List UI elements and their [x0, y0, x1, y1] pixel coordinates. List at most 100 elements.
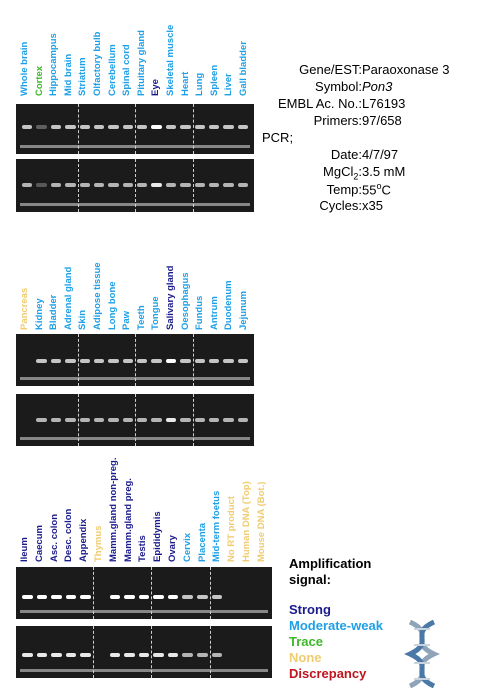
gel-band	[137, 183, 148, 187]
lane-label: Long bone	[106, 281, 118, 330]
lane-label: Kidney	[33, 298, 45, 330]
lane-label: Mid-term foetus	[211, 490, 223, 562]
gel-band	[22, 183, 33, 187]
gel-band	[93, 418, 105, 422]
legend-moderate: Moderate-weak	[289, 618, 383, 633]
lane-divider	[77, 104, 79, 154]
gel-band	[80, 595, 91, 599]
gel-band	[80, 653, 91, 657]
mgcl-colon: :	[358, 164, 362, 179]
gel-band	[237, 418, 248, 422]
cycles-row: Cycles:x35	[262, 198, 383, 213]
gel-band	[165, 183, 177, 187]
dna-helix-icon	[404, 620, 440, 688]
embl-label: EMBL Ac. No.:	[277, 96, 362, 111]
lane-label: Bladder	[48, 294, 60, 330]
lane-divider	[92, 626, 94, 678]
date-row: Date:4/7/97	[262, 147, 398, 162]
lane-label: Tongue	[150, 296, 162, 330]
lane-label: Striatum	[77, 57, 89, 96]
embl-value: L76193	[362, 96, 406, 111]
lane-divider	[192, 159, 194, 212]
gel-band	[237, 125, 248, 129]
lane-label: Appendix	[78, 518, 90, 562]
temp-value: 55	[362, 182, 377, 198]
lane-label: Mid brain	[62, 53, 74, 96]
gel-band	[108, 183, 119, 187]
lane-label: Ileum	[19, 537, 30, 562]
gel-band	[180, 359, 191, 363]
gel-band	[79, 183, 90, 187]
gel-band	[165, 418, 177, 422]
gel-band	[36, 183, 47, 187]
date-value: 4/7/97	[362, 147, 399, 162]
lane-label: Olfactory bulb	[92, 31, 103, 96]
lane-label: Eye	[150, 79, 162, 96]
gel-band	[137, 125, 148, 129]
lane-divider	[135, 394, 136, 446]
lane-label: Pituitary gland	[135, 30, 147, 96]
gel-band	[151, 183, 162, 187]
gel-band	[36, 595, 48, 599]
lane-label: Desc. colon	[63, 508, 75, 562]
lane-label: Cervix	[181, 532, 193, 562]
lane-label: Pancreas	[19, 287, 30, 330]
gel-band	[79, 359, 90, 363]
lane-divider	[151, 626, 153, 678]
lane-label: Asc. colon	[48, 513, 60, 562]
panel-3-gel-bottom	[16, 626, 272, 678]
lane-label: Adipose tissue	[92, 262, 103, 330]
mgcl-value: 3.5 mM	[362, 164, 406, 179]
gel-band	[109, 595, 121, 599]
lane-label: Spinal cord	[121, 44, 133, 96]
mgcl-subscript: 2	[353, 171, 359, 182]
gel-band	[36, 125, 47, 129]
mgcl-label: MgCl	[323, 164, 354, 179]
temp-degree: o	[376, 181, 382, 191]
gel-band	[122, 418, 133, 422]
gel-band	[180, 418, 191, 422]
gel-band	[65, 183, 76, 187]
gel-band	[124, 595, 135, 599]
lane-label: Duodenum	[223, 280, 235, 330]
embl-row: EMBL Ac. No.:L76193	[262, 96, 405, 111]
gel-band	[137, 418, 148, 422]
gel-band	[180, 125, 191, 129]
gel-band	[137, 359, 148, 363]
gel-band	[108, 418, 119, 422]
date-label: Date:	[330, 147, 362, 162]
lane-label: Mamm.gland preg.	[122, 478, 134, 562]
gel-band	[79, 125, 90, 129]
gel-band	[65, 418, 76, 422]
lane-divider	[209, 626, 211, 678]
gel-band	[93, 183, 105, 187]
lane-label: Cortex	[33, 65, 45, 96]
legend-title-line1: Amplification	[289, 556, 372, 571]
gel-band	[223, 359, 234, 363]
lane-label: Skin	[77, 309, 89, 330]
lane-divider	[77, 334, 79, 386]
gel-band	[51, 653, 62, 657]
gel-band	[122, 183, 133, 187]
pcr-label: PCR;	[262, 130, 294, 145]
panel-1-gel-bottom	[16, 159, 254, 212]
lane-divider	[192, 394, 194, 446]
gel-band	[167, 595, 179, 599]
lane-divider	[209, 567, 211, 619]
legend-discrepancy: Discrepancy	[289, 666, 367, 681]
panel-2-gel-bottom	[16, 394, 254, 446]
panel-2-gel-top	[16, 334, 254, 386]
gel-band	[36, 359, 47, 363]
gel-band	[36, 418, 47, 422]
gene-value: Paraoxonase 3	[362, 62, 450, 77]
lane-label: Oesophagus	[179, 272, 191, 330]
lane-divider	[192, 334, 194, 386]
lane-label: Placenta	[196, 522, 208, 562]
lane-divider	[192, 104, 194, 154]
gel-band	[211, 653, 223, 657]
gel-band	[153, 595, 164, 599]
lane-label: Gall bladder	[238, 41, 249, 96]
lane-label: Teeth	[135, 305, 147, 330]
gel-band	[151, 125, 162, 129]
gel-band	[65, 125, 76, 129]
